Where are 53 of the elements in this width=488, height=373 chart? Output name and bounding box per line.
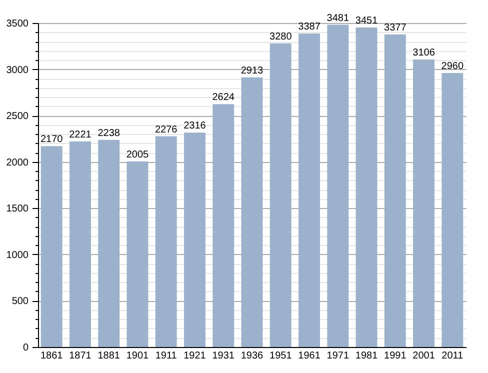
data-label: 2276 <box>154 124 178 136</box>
x-tick-label: 1921 <box>184 350 206 362</box>
x-tick-label: 1951 <box>270 350 292 362</box>
x-tick-label: 1881 <box>98 350 120 362</box>
data-label: 2005 <box>126 149 150 160</box>
x-tick-label: 1971 <box>326 350 350 362</box>
bar <box>270 43 292 347</box>
bar <box>442 72 464 347</box>
y-tick-label: 2000 <box>6 157 29 168</box>
bar <box>212 104 234 347</box>
bar <box>40 146 62 347</box>
data-label: 3106 <box>412 47 436 58</box>
data-label: 3377 <box>384 22 407 34</box>
data-label: 2170 <box>40 134 64 146</box>
data-label: 2316 <box>184 120 206 132</box>
x-tick-label: 1861 <box>40 350 64 362</box>
bar <box>413 59 435 347</box>
x-tick-label: 1991 <box>384 350 407 362</box>
bar <box>69 141 91 347</box>
x-tick-label: 1961 <box>298 350 321 362</box>
y-tick-label: 3500 <box>6 18 29 30</box>
bar <box>126 161 148 347</box>
bar <box>298 33 320 347</box>
bar <box>384 34 406 347</box>
x-tick-label: 1981 <box>355 350 378 362</box>
x-tick-label: 1901 <box>126 350 150 362</box>
x-tick-label: 1931 <box>212 350 235 362</box>
x-tick-label: 1936 <box>240 350 264 362</box>
bar <box>356 28 378 347</box>
x-tick-label: 2011 <box>442 350 464 362</box>
y-tick-label: 500 <box>12 296 29 308</box>
y-tick-label: 1000 <box>6 250 29 261</box>
data-label: 2238 <box>98 128 120 139</box>
data-label: 2913 <box>240 65 264 76</box>
x-tick-label: 1871 <box>69 350 92 362</box>
bar <box>98 140 120 347</box>
x-tick-label: 1911 <box>155 350 178 362</box>
data-label: 2221 <box>69 129 92 140</box>
bar <box>184 132 206 347</box>
data-label: 2960 <box>441 60 464 72</box>
bar <box>327 24 349 347</box>
bar <box>241 77 263 347</box>
data-label: 3280 <box>270 31 292 42</box>
y-tick-label: 3000 <box>6 64 29 76</box>
x-tick-label: 2001 <box>412 350 436 362</box>
data-label: 3387 <box>298 21 321 32</box>
data-label: 3481 <box>326 12 350 24</box>
data-label: 3451 <box>355 16 378 27</box>
bar <box>155 136 177 347</box>
y-tick-label: 1500 <box>6 204 29 215</box>
y-tick-label: 0 <box>22 342 29 354</box>
y-tick-label: 2500 <box>6 111 29 122</box>
data-label: 2624 <box>212 92 235 104</box>
